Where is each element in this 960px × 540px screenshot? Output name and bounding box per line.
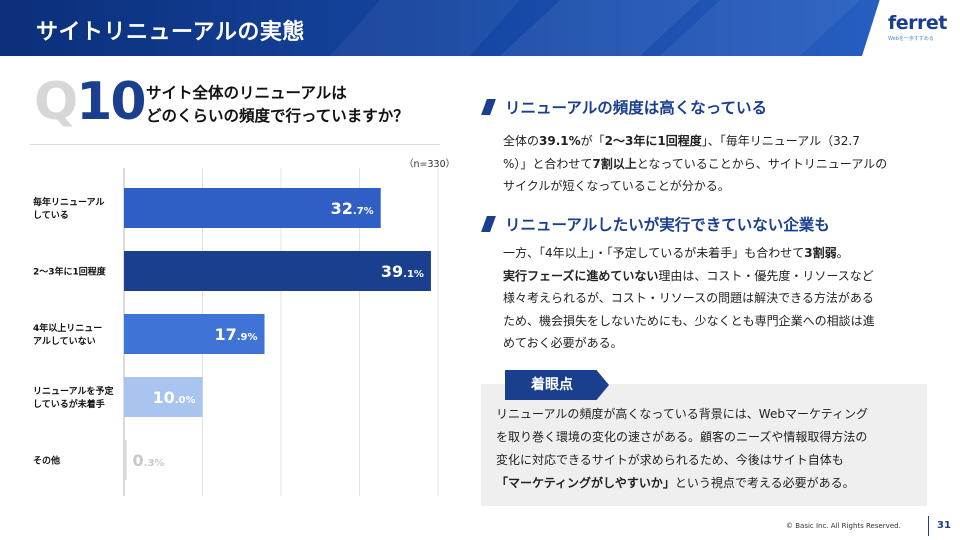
body-text: めておく必要がある。 — [503, 336, 623, 350]
question-text: サイト全体のリニューアルは どのくらいの頻度で行っていますか？ — [146, 82, 409, 128]
section1-body: 全体の39.1%が「2〜3年に1回程度」、「毎年リニューアル（32.7 %）」と合… — [503, 130, 943, 198]
section2-line: 実行フェーズに進めていない理由は、コスト・優先度・リソースなど — [503, 265, 943, 288]
data-label-integer: 0 — [133, 451, 144, 470]
key-point-tag: 着眼点 — [505, 370, 609, 400]
category-label: 4年以上リニュー — [33, 322, 102, 334]
data-label-decimal: .9% — [237, 332, 258, 343]
section1-line: %）」と合わせて7割以上となっていることから、サイトリニューアルの — [503, 153, 943, 176]
data-label-integer: 32 — [331, 199, 353, 218]
emphasis-text: 実行フェーズに進めていない — [503, 268, 659, 283]
logo-tagline: Webを一歩すすめる — [888, 36, 934, 42]
body-text: を取り巻く環境の変化の速さがある。顧客のニーズや情報取得方法の — [496, 430, 868, 444]
body-text: 。 — [836, 246, 849, 260]
data-label: 10.0% — [152, 388, 195, 407]
data-label-decimal: .7% — [353, 206, 374, 217]
key-point-line: 変化に対応できるサイトが求められるため、今後はサイト自体も — [496, 449, 916, 472]
section2-heading-text: リニューアルしたいが実行できていない企業も — [505, 216, 830, 234]
footer-divider — [928, 516, 929, 536]
bar — [124, 440, 127, 480]
body-text: 理由は、コスト・優先度・リソースなど — [658, 268, 874, 283]
question-number-value: 10 — [76, 72, 146, 132]
bar — [124, 251, 431, 291]
emphasis-text: 「マーケティングがしやすいか」 — [496, 476, 675, 490]
section2-heading: リニューアルしたいが実行できていない企業も — [481, 213, 830, 235]
category-label: アルしていない — [33, 336, 96, 347]
logo-name: ferret — [888, 12, 947, 34]
body-text: 変化に対応できるサイトが求められるため、今後はサイト自体も — [496, 453, 844, 467]
category-label: している — [33, 210, 69, 221]
data-label: 17.9% — [214, 325, 257, 344]
key-point-line: を取り巻く環境の変化の速さがある。顧客のニーズや情報取得方法の — [496, 426, 916, 449]
section1-heading: リニューアルの頻度は高くなっている — [481, 96, 767, 118]
bar — [124, 314, 265, 354]
body-text: となっていることから、サイトリニューアルの — [636, 156, 888, 171]
bar — [124, 188, 381, 228]
data-label-integer: 39 — [381, 262, 403, 281]
copyright: © Basic Inc. All Rights Reserved. — [786, 522, 901, 530]
data-label-decimal: .1% — [403, 269, 424, 280]
header-banner: サイトリニューアルの実態 ferret Webを一歩すすめる — [0, 0, 960, 56]
emphasis-text: 39.1% — [539, 134, 581, 148]
emphasis-text: 7割以上 — [592, 156, 637, 171]
category-label: 毎年リニューアル — [33, 196, 105, 208]
category-label: リニューアルを予定 — [33, 385, 115, 397]
data-label: 32.7% — [331, 199, 374, 218]
body-text: リニューアルの頻度が高くなっている背景には、Webマーケティング — [496, 407, 869, 421]
section2-line: めておく必要がある。 — [503, 332, 943, 355]
section2-line: 一方、「4年以上」・「予定しているが未着手」も合わせて3割弱。 — [503, 242, 943, 265]
logo: ferret Webを一歩すすめる — [862, 0, 960, 56]
body-text: が「 — [580, 134, 605, 148]
key-point-line: 「マーケティングがしやすいか」という視点で考える必要がある。 — [496, 472, 916, 495]
page-number: 31 — [937, 520, 951, 531]
body-text: という視点で考える必要がある。 — [674, 476, 855, 490]
key-point-body: リニューアルの頻度が高くなっている背景には、Webマーケティング を取り巻く環境の… — [496, 403, 916, 495]
body-text: ため、機会損失をしないためにも、少なくとも専門企業への相談は進 — [503, 313, 875, 328]
slash-icon — [481, 99, 496, 115]
section2-body: 一方、「4年以上」・「予定しているが未着手」も合わせて3割弱。 実行フェーズに進め… — [503, 242, 943, 355]
category-label: 2〜3年に1回程度 — [33, 266, 107, 278]
body-text: 」、「毎年リニューアル（32.7 — [701, 134, 860, 148]
question-prefix: Q — [34, 72, 78, 132]
key-point-line: リニューアルの頻度が高くなっている背景には、Webマーケティング — [496, 403, 916, 426]
body-text: 全体の — [503, 134, 540, 148]
header-decoration — [330, 0, 860, 56]
category-label: その他 — [33, 455, 60, 467]
question-number: Q10 — [34, 72, 147, 132]
section1-line: サイクルが短くなっていることが分かる。 — [503, 175, 943, 198]
section1-heading-text: リニューアルの頻度は高くなっている — [505, 99, 767, 117]
data-label: 39.1% — [381, 262, 424, 281]
key-point-box — [481, 384, 927, 506]
slash-icon — [481, 216, 496, 232]
data-label-integer: 10 — [152, 388, 174, 407]
body-text: 一方、「4年以上」・「予定しているが未着手」も合わせて — [503, 246, 805, 260]
body-text: サイクルが短くなっていることが分かる。 — [503, 179, 730, 193]
data-label-decimal: .0% — [175, 395, 196, 406]
category-label: しているが未着手 — [33, 398, 105, 410]
data-label: 0.3% — [133, 451, 165, 470]
bar — [124, 377, 203, 417]
data-label-integer: 17 — [214, 325, 236, 344]
section1-line: 全体の39.1%が「2〜3年に1回程度」、「毎年リニューアル（32.7 — [503, 130, 943, 153]
question-line-1: サイト全体のリニューアルは — [146, 84, 347, 102]
emphasis-text: 2〜3年に1回程度 — [604, 134, 702, 148]
section2-line: ため、機会損失をしないためにも、少なくとも専門企業への相談は進 — [503, 310, 943, 333]
question-line-2: どのくらいの頻度で行っていますか？ — [146, 107, 409, 125]
sample-size: （n=330） — [404, 159, 456, 170]
data-label-decimal: .3% — [144, 458, 165, 469]
emphasis-text: 3割弱 — [804, 246, 837, 260]
section2-line: 様々考えられるが、コスト・リソースの問題は解決できる方法がある — [503, 287, 943, 310]
question-divider — [30, 144, 440, 145]
page-title: サイトリニューアルの実態 — [36, 20, 305, 45]
body-text: %）」と合わせて — [503, 156, 593, 171]
body-text: 様々考えられるが、コスト・リソースの問題は解決できる方法がある — [503, 291, 874, 305]
